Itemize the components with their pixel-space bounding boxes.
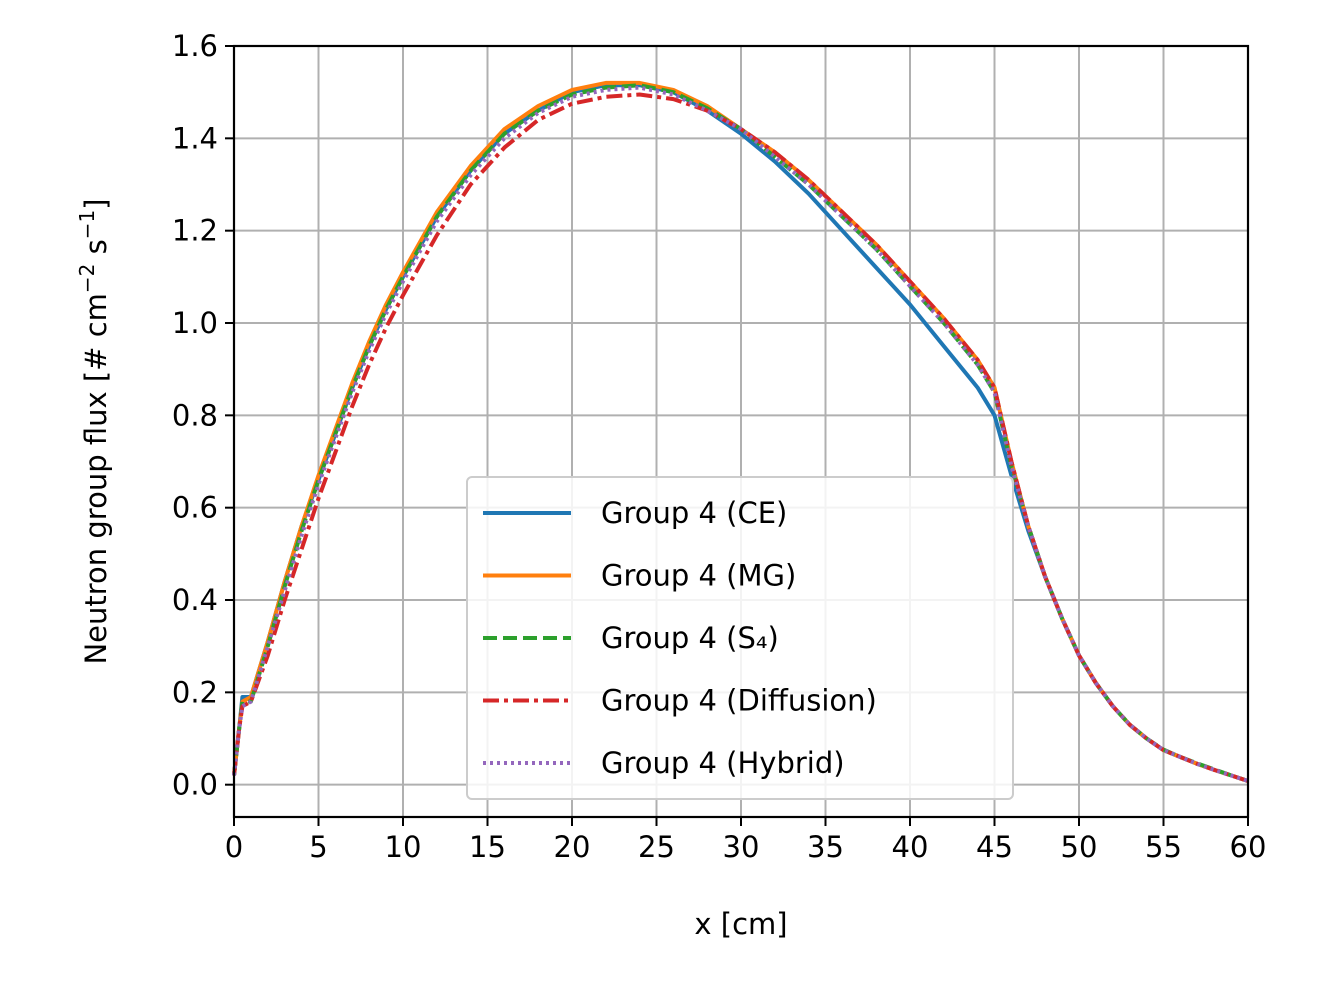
x-tick-label: 5 — [309, 830, 327, 864]
y-axis-label: Neutron group flux [# cm−2 s−1] — [75, 198, 113, 664]
series-line-5 — [232, 85, 1249, 783]
x-tick-label: 50 — [1061, 830, 1098, 864]
legend-label-3: Group 4 (S₄) — [601, 621, 779, 655]
y-tick-label: 1.0 — [172, 306, 218, 340]
y-tick-label: 0.2 — [172, 675, 218, 709]
y-tick-label: 0.0 — [172, 768, 218, 802]
x-tick-label: 15 — [469, 830, 506, 864]
x-tick-label: 10 — [385, 830, 422, 864]
x-tick-label: 35 — [807, 830, 844, 864]
y-tick-label: 1.4 — [172, 121, 218, 155]
x-tick-label: 55 — [1145, 830, 1182, 864]
y-tick-label: 0.6 — [172, 491, 218, 525]
y-tick-label: 0.8 — [172, 398, 218, 432]
y-tick-label: 0.4 — [172, 583, 218, 617]
y-tick-label: 1.6 — [172, 29, 218, 63]
x-tick-label: 30 — [723, 830, 760, 864]
x-tick-label: 20 — [554, 830, 591, 864]
legend-box — [466, 476, 1014, 800]
legend-entries: Group 4 (CE) Group 4 (MG) Group 4 (S₄) Grou… — [483, 496, 877, 780]
x-tick-label: 40 — [892, 830, 929, 864]
x-tick-label: 25 — [638, 830, 675, 864]
x-axis-ticks: 0 5 10 15 20 25 30 35 40 45 50 55 60 — [225, 817, 1267, 864]
y-axis-ticks: 0.0 0.2 0.4 0.6 0.8 1.0 1.2 1.4 1.6 — [172, 29, 234, 802]
legend-label-2: Group 4 (MG) — [601, 559, 796, 593]
x-tick-label: 45 — [976, 830, 1013, 864]
x-tick-label: 0 — [225, 830, 243, 864]
legend-label-1: Group 4 (CE) — [601, 496, 787, 530]
plot-lines — [232, 80, 1249, 783]
x-axis-label: x [cm] — [694, 907, 787, 941]
legend-label-5: Group 4 (Hybrid) — [601, 746, 845, 780]
legend: Group 4 (CE) Group 4 (MG) Group 4 (S₄) Grou… — [466, 476, 1014, 800]
x-tick-label: 60 — [1230, 830, 1267, 864]
y-tick-label: 1.2 — [172, 214, 218, 248]
legend-label-4: Group 4 (Diffusion) — [601, 684, 877, 718]
